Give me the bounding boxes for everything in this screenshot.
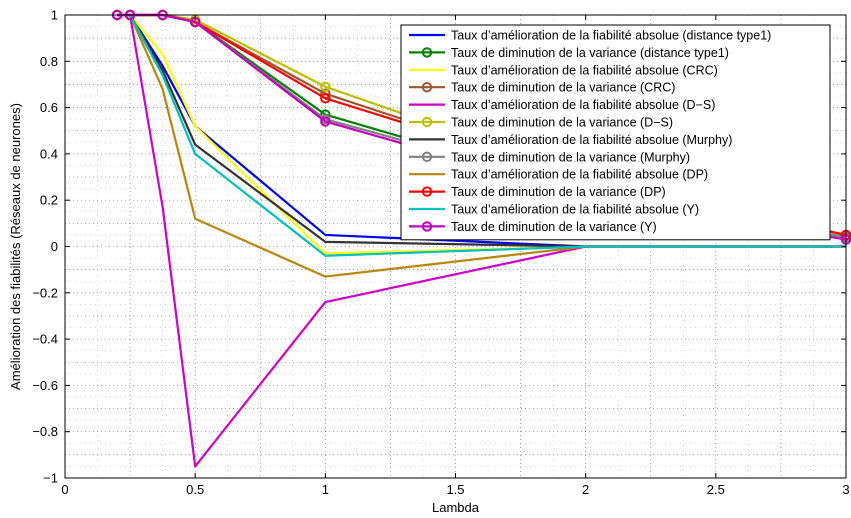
y-tick-label: 0.4 [40,146,58,161]
legend-marker [421,47,433,58]
legend-label: Taux de diminution de la variance (dista… [451,46,729,60]
x-tick-label: 1 [322,482,329,497]
legend: Taux d’amélioration de la fiabilité abso… [400,24,831,241]
y-tick-label: 0.2 [40,193,58,208]
legend-label: Taux d’amélioration de la fiabilité abso… [451,63,718,77]
legend-marker [421,151,433,163]
legend-label: Taux de diminution de la variance (CRC) [451,81,675,95]
ticks [64,14,847,479]
y-tick-label: 0.6 [40,100,58,115]
series-point [320,116,331,127]
x-tick-label: 3 [842,482,849,497]
y-tick-label: −1 [43,471,58,486]
x-tick-label: 0 [61,482,68,497]
legend-marker [421,82,433,93]
legend-label: Taux de diminution de la variance (D−S) [451,116,673,130]
y-tick-label: −0.8 [32,424,58,439]
x-tick-label: 2.5 [707,482,725,497]
series-point [320,93,331,104]
legend-marker [421,186,433,197]
y-tick-label: 0 [51,239,58,254]
x-tick-label: 2 [582,482,589,497]
y-tick-label: 0.8 [40,54,58,69]
y-tick-label: 1 [51,8,58,23]
legend-label: Taux d’amélioration de la fiabilité abso… [451,29,771,43]
legend-label: Taux d’amélioration de la fiabilité abso… [451,203,699,217]
legend-label: Taux d’amélioration de la fiabilité abso… [451,133,732,147]
x-tick-label: 1.5 [446,482,464,497]
legend-label: Taux d’amélioration de la fiabilité abso… [451,168,708,182]
x-axis-label: Lambda [432,500,480,515]
legend-label: Taux de diminution de la variance (Y) [451,220,657,234]
y-tick-label: −0.2 [32,285,58,300]
legend-marker [421,116,433,128]
y-tick-label: −0.6 [32,378,58,393]
x-tick-label: 0.5 [186,482,204,497]
legend-label: Taux de diminution de la variance (Murph… [451,150,690,164]
tick-labels: 0 0.5 1 1.5 2 2.5 3 −1 −0.8 −0.6 −0.4 −0.2 0 0.2 0.4 0.… [32,8,849,498]
y-tick-label: −0.4 [32,332,58,347]
legend-label: Taux d’amélioration de la fiabilité abso… [451,98,715,112]
series-point [320,81,331,92]
legend-box [400,24,831,241]
legend-marker [421,221,433,232]
y-axis-label: Amélioration des fiabilités (Réseaux de … [8,103,23,390]
legend-label: Taux de diminution de la variance (DP) [451,185,666,199]
